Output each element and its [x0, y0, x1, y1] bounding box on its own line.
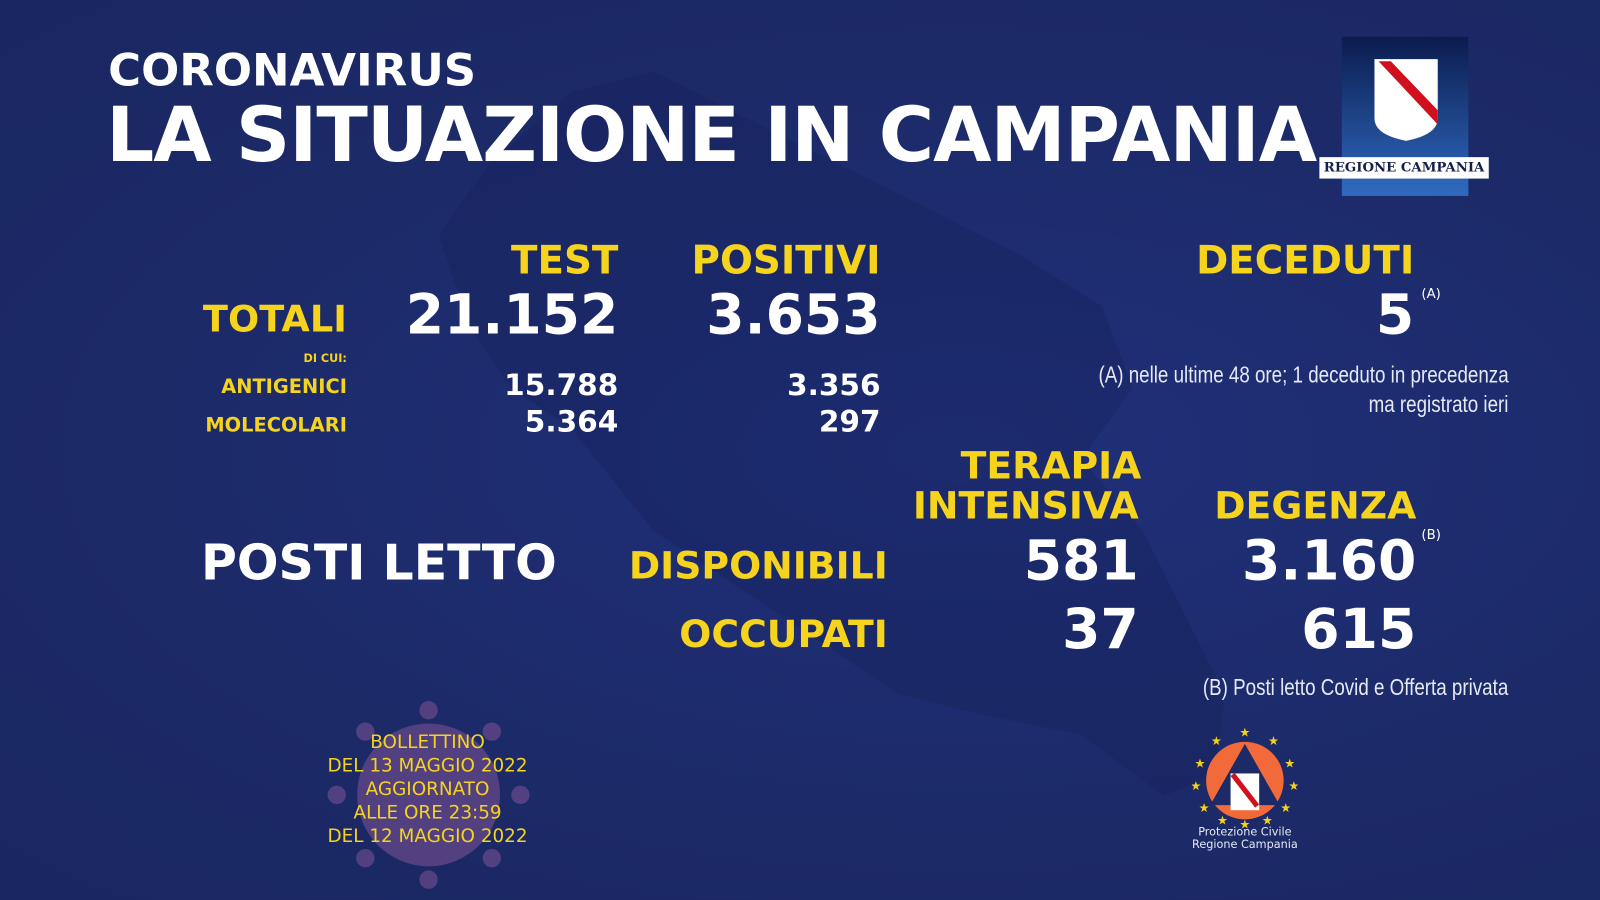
antigenici-test: 15.788: [504, 367, 619, 403]
totali-test: 21.152: [405, 282, 619, 347]
col-deceduti: DECEDUTI: [1196, 237, 1415, 283]
bollettino-line: DEL 12 MAGGIO 2022: [327, 825, 528, 847]
label-totali: TOTALI: [202, 298, 347, 341]
disponibili-degenza: 3.160: [1242, 528, 1417, 593]
label-molecolari: MOLECOLARI: [205, 414, 347, 437]
svg-text:★: ★: [1262, 813, 1273, 827]
deceduti-note: (A) nelle ultime 48 ore; 1 deceduto in p…: [1097, 361, 1509, 388]
svg-text:★: ★: [1284, 756, 1295, 770]
svg-text:★: ★: [1239, 727, 1250, 740]
header-kicker: CORONAVIRUS: [108, 44, 477, 97]
svg-text:★: ★: [1268, 734, 1279, 748]
bollettino-line: ALLE ORE 23:59: [353, 802, 502, 824]
deceduti-note-mark: (A): [1421, 286, 1441, 303]
label-di-cui: DI CUI:: [303, 352, 347, 366]
page-title: LA SITUAZIONE IN CAMPANIA: [106, 91, 1317, 180]
col-terapia: TERAPIA: [960, 443, 1142, 488]
bollettino-line: DEL 13 MAGGIO 2022: [327, 755, 528, 777]
col-degenza: DEGENZA: [1214, 483, 1417, 528]
svg-text:★: ★: [1288, 779, 1298, 793]
col-test: TEST: [511, 237, 619, 283]
posti-letto-note: (B) Posti letto Covid e Offerta privata: [1202, 673, 1509, 700]
deceduti-note-2: ma registrato ieri: [1368, 390, 1509, 418]
posti-letto-title: POSTI LETTO: [201, 534, 557, 592]
molecolari-test: 5.364: [524, 404, 619, 439]
svg-text:★: ★: [1195, 756, 1206, 770]
svg-text:★: ★: [1217, 813, 1228, 827]
bollettino-line: BOLLETTINO: [370, 731, 485, 754]
logo-text: REGIONE CAMPANIA: [1319, 157, 1489, 179]
regione-campania-logo: REGIONE CAMPANIA: [1319, 36, 1489, 196]
label-disponibili: DISPONIBILI: [628, 543, 888, 588]
svg-text:★: ★: [1192, 779, 1202, 793]
molecolari-positivi: 297: [818, 404, 881, 439]
protezione-civile-logo: ★ ★ ★ ★ ★ ★ ★ ★ ★ ★ ★ ★: [1192, 727, 1298, 829]
label-occupati: OCCUPATI: [679, 612, 888, 657]
degenza-note-mark: (B): [1421, 527, 1441, 543]
bollettino-line: AGGIORNATO: [365, 778, 490, 800]
deceduti-value: 5: [1375, 282, 1415, 347]
protezione-line-2: Regione Campania: [1192, 837, 1298, 852]
coat-of-arms-icon: [1374, 59, 1438, 141]
totali-positivi: 3.653: [706, 282, 881, 347]
svg-text:★: ★: [1211, 734, 1222, 748]
disponibili-ti: 581: [1023, 528, 1139, 593]
virus-icon: [327, 701, 530, 889]
occupati-ti: 37: [1062, 596, 1139, 662]
col-positivi: POSITIVI: [691, 237, 881, 283]
antigenici-positivi: 3.356: [786, 367, 881, 403]
protezione-line-1: Protezione Civile: [1198, 825, 1292, 839]
occupati-degenza: 615: [1301, 596, 1417, 662]
svg-text:★: ★: [1239, 818, 1250, 829]
col-intensiva: INTENSIVA: [912, 483, 1139, 528]
svg-text:★: ★: [1280, 801, 1291, 815]
label-antigenici: ANTIGENICI: [221, 375, 347, 398]
bollettino-block: BOLLETTINO DEL 13 MAGGIO 2022 AGGIORNATO…: [306, 731, 549, 848]
svg-text:★: ★: [1199, 801, 1210, 815]
